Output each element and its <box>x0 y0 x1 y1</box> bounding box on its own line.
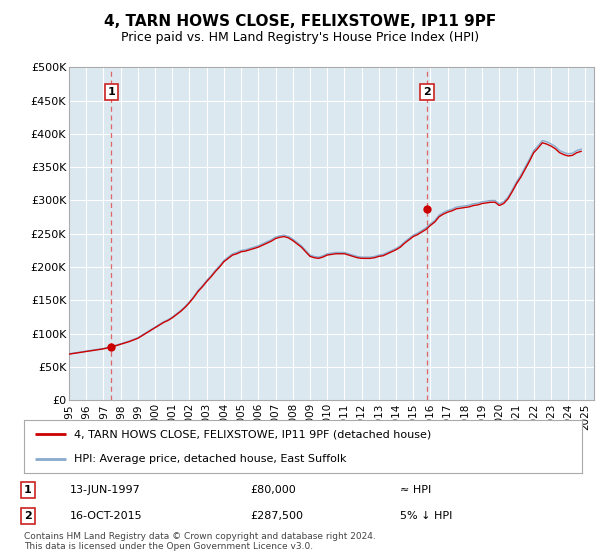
Text: 5% ↓ HPI: 5% ↓ HPI <box>400 511 452 521</box>
Text: 4, TARN HOWS CLOSE, FELIXSTOWE, IP11 9PF (detached house): 4, TARN HOWS CLOSE, FELIXSTOWE, IP11 9PF… <box>74 430 431 440</box>
Text: HPI: Average price, detached house, East Suffolk: HPI: Average price, detached house, East… <box>74 454 347 464</box>
Text: Contains HM Land Registry data © Crown copyright and database right 2024.
This d: Contains HM Land Registry data © Crown c… <box>24 532 376 552</box>
Text: 16-OCT-2015: 16-OCT-2015 <box>70 511 143 521</box>
Text: Price paid vs. HM Land Registry's House Price Index (HPI): Price paid vs. HM Land Registry's House … <box>121 31 479 44</box>
Text: 1: 1 <box>107 87 115 97</box>
Text: 1: 1 <box>24 485 32 495</box>
Text: 4, TARN HOWS CLOSE, FELIXSTOWE, IP11 9PF: 4, TARN HOWS CLOSE, FELIXSTOWE, IP11 9PF <box>104 14 496 29</box>
Text: £287,500: £287,500 <box>250 511 303 521</box>
Text: 2: 2 <box>24 511 32 521</box>
Text: £80,000: £80,000 <box>250 485 296 495</box>
Text: 13-JUN-1997: 13-JUN-1997 <box>70 485 141 495</box>
Text: ≈ HPI: ≈ HPI <box>400 485 431 495</box>
Text: 2: 2 <box>423 87 431 97</box>
